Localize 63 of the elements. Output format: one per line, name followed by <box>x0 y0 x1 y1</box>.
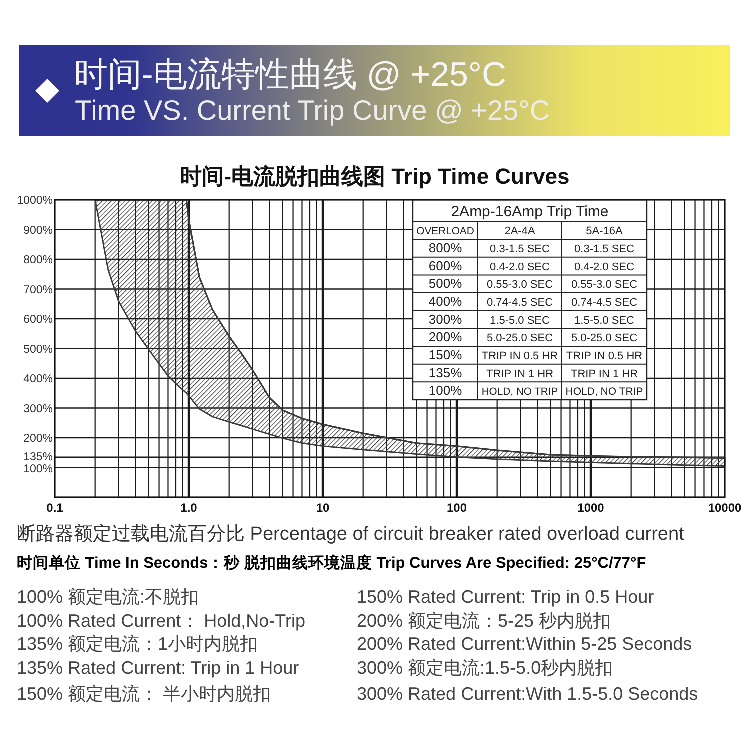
annotation: 500% <box>428 276 463 292</box>
text: 150% 额定电流： 半小时内脱扣 <box>17 684 272 704</box>
y-tick-label: 900% <box>24 224 53 237</box>
text: 断路器额定过载电流百分比 Percentage of circuit breaker rated overload current <box>17 523 686 545</box>
annotation: 300% <box>428 312 463 327</box>
x-tick-label: 10000 <box>708 501 742 515</box>
annotation: 2Amp-16Amp Trip Time <box>451 204 609 221</box>
annotation: 0.74-4.5 SEC <box>486 296 554 309</box>
annotation: 800% <box>428 240 463 256</box>
annotation: 0.3-1.5 SEC <box>574 243 635 256</box>
annotation: 600% <box>428 258 463 274</box>
y-tick-label: 600% <box>24 314 53 326</box>
text: 100% 额定电流:不脱扣 <box>17 587 200 607</box>
text: 时间单位 Time In Seconds：秒 脱扣曲线环境温度 Trip Curves Are Specified: 25°C/77°F <box>17 553 646 572</box>
annotation: TRIP IN 1 HR <box>486 368 554 380</box>
annotation: 400% <box>428 294 463 309</box>
annotation: HOLD, NO TRIP <box>566 386 644 398</box>
annotation: 5.0-25.0 SEC <box>571 332 638 345</box>
text: 135% 额定电流：1小时内脱扣 <box>17 634 258 654</box>
text: 100% Rated Current： Hold,No-Trip <box>17 611 306 631</box>
annotation: 5.0-25.0 SEC <box>486 332 554 345</box>
annotation: 100% <box>428 383 463 398</box>
text: 200% Rated Current:Within 5-25 Seconds <box>357 634 692 654</box>
y-tick-label: 135% <box>24 451 53 464</box>
annotation: 1.5-5.0 SEC <box>490 314 550 327</box>
y-tick-label: 200% <box>24 433 53 445</box>
text: 时间-电流脱扣曲线图 Trip Time Curves <box>180 164 570 189</box>
annotation: TRIP IN 0.5 HR <box>566 350 643 362</box>
y-tick-label: 500% <box>24 344 53 356</box>
annotation: 0.55-3.0 SEC <box>571 279 638 292</box>
chart-subtitle: Time VS. Current Trip Curve @ +25°C <box>75 95 550 126</box>
y-tick-label: 400% <box>24 374 53 386</box>
annotation: 0.4-2.0 SEC <box>490 261 550 274</box>
annotation: 200% <box>428 330 463 345</box>
x-tick-label: 0.1 <box>46 501 64 515</box>
annotation: TRIP IN 0.5 HR <box>482 350 558 362</box>
annotation: 150% <box>428 347 463 362</box>
x-tick-label: 1.0 <box>180 501 198 515</box>
y-tick-label: 100% <box>24 464 53 476</box>
annotation: 1.5-5.0 SEC <box>574 314 635 327</box>
annotation: 5A-16A <box>586 226 624 238</box>
y-tick-label: 1000% <box>17 195 53 207</box>
text: 200% 额定电流：5-25 秒内脱扣 <box>357 611 612 631</box>
annotation: 0.74-4.5 SEC <box>571 296 638 309</box>
chart-title: 时间-电流特性曲线 @ +25°C <box>74 56 507 94</box>
x-tick-label: 10 <box>316 501 330 515</box>
annotation: HOLD, NO TRIP <box>482 387 558 398</box>
y-tick-label: 300% <box>24 403 53 416</box>
annotation: 0.55-3.0 SEC <box>486 279 554 292</box>
text: 300% 额定电流:1.5-5.0秒内脱扣 <box>357 658 614 678</box>
annotation: 0.3-1.5 SEC <box>490 243 550 256</box>
y-tick-label: 700% <box>24 284 53 296</box>
annotation: 0.4-2.0 SEC <box>574 261 635 274</box>
x-tick-label: 1000 <box>578 501 605 515</box>
annotation: OVERLOAD <box>416 226 474 238</box>
annotation: 2A-4A <box>504 226 536 238</box>
text: 150% Rated Current: Trip in 0.5 Hour <box>357 587 654 607</box>
annotation: TRIP IN 1 HR <box>570 368 638 380</box>
text: 135% Rated Current: Trip in 1 Hour <box>17 658 300 678</box>
annotation: 135% <box>428 365 463 380</box>
y-tick-label: 800% <box>24 254 53 266</box>
text: 300% Rated Current:With 1.5-5.0 Seconds <box>357 684 698 704</box>
x-tick-label: 100 <box>446 501 468 515</box>
